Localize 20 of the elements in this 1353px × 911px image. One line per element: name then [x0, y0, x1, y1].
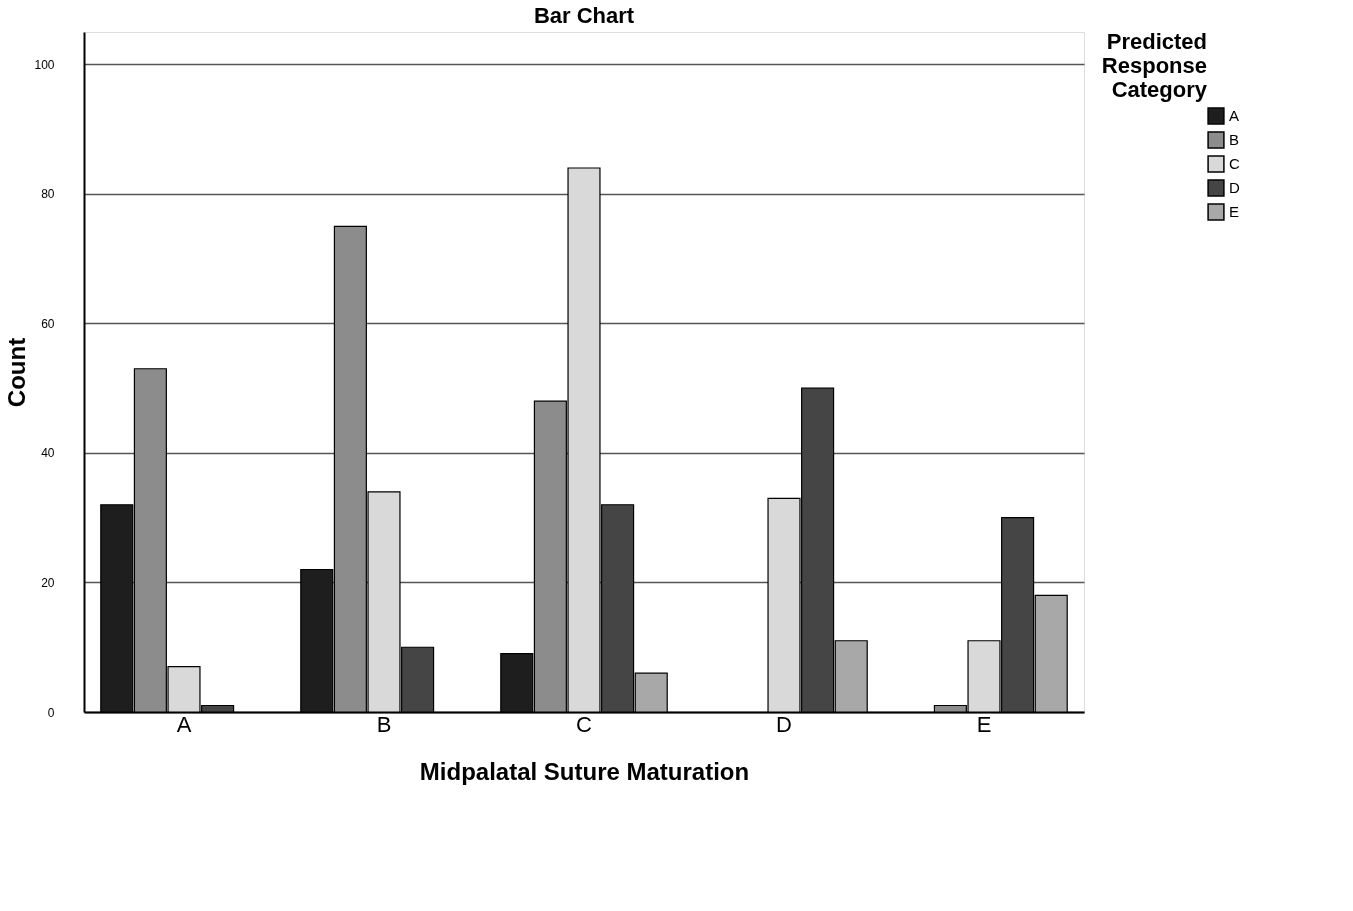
- x-tick-label: E: [976, 711, 992, 737]
- y-tick-label: 100: [34, 57, 55, 72]
- legend-label: A: [1229, 107, 1240, 124]
- x-tick-label: B: [376, 711, 392, 737]
- legend-label: B: [1229, 131, 1240, 148]
- x-tick-label: C: [576, 711, 593, 737]
- y-axis-title: Count: [3, 337, 31, 408]
- legend-label: C: [1229, 155, 1240, 172]
- chart-title: Bar Chart: [533, 3, 635, 28]
- x-axis-title: Midpalatal Suture Maturation: [419, 757, 750, 785]
- y-tick-label: 0: [47, 705, 55, 720]
- y-tick-label: 80: [41, 187, 55, 202]
- x-tick-label: D: [776, 711, 792, 737]
- legend-label: E: [1229, 203, 1240, 220]
- legend-title: Predicted Response Category: [1101, 29, 1208, 102]
- y-tick-label: 20: [41, 575, 55, 590]
- x-tick-label: A: [176, 711, 192, 737]
- y-tick-label: 40: [41, 446, 55, 461]
- legend-label: D: [1229, 179, 1240, 196]
- y-tick-label: 60: [41, 316, 55, 331]
